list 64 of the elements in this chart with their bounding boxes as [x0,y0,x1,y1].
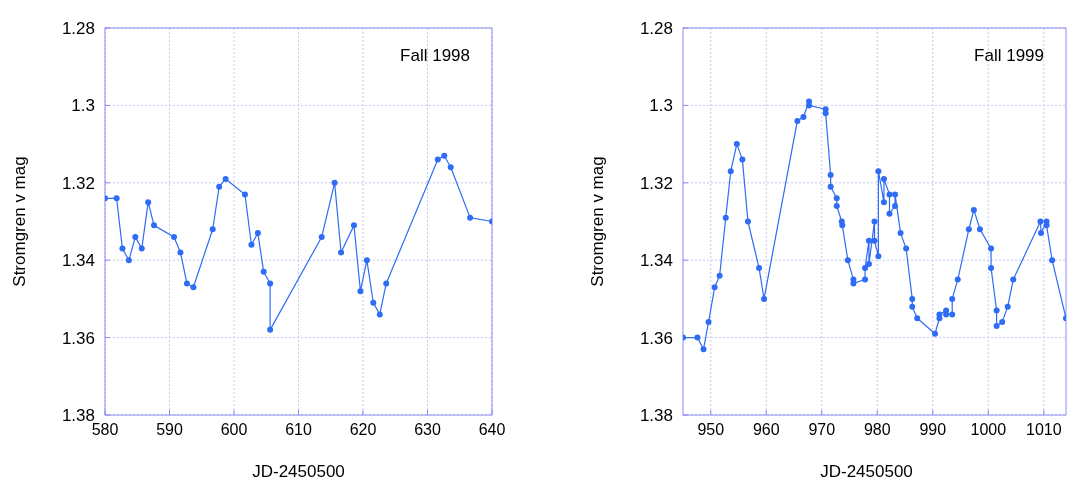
point [357,288,364,295]
point [434,156,441,163]
y-tick-label: 1.32 [639,173,673,193]
point [363,257,370,264]
y-axis-title: Stromgren v mag [10,156,29,287]
point [331,179,338,186]
y-tick-label: 1.28 [639,18,673,38]
point [183,280,190,287]
y-tick-label: 1.32 [61,173,95,193]
point [190,284,197,291]
point [138,245,145,252]
x-tick-label: 960 [752,421,780,438]
x-tick-label: 640 [478,421,506,438]
point [125,257,132,264]
y-tick-label: 1.36 [61,328,95,348]
x-tick-label: 1000 [970,421,1007,438]
point [254,230,261,237]
point [318,233,325,240]
point [222,175,229,182]
y-tick-label: 1.36 [639,328,673,348]
point [241,191,248,198]
x-tick-label: 630 [414,421,441,438]
point [260,268,267,275]
x-tick-label: 970 [808,421,836,438]
point [376,311,383,318]
x-tick-label: 1010 [1026,421,1062,438]
point [267,326,274,333]
point [113,195,120,202]
point [171,233,178,240]
point [338,249,345,256]
x-tick-label: 950 [697,421,725,438]
x-tick-label: 610 [285,421,312,438]
y-tick-label: 1.28 [61,18,95,38]
point [216,183,223,190]
x-axis-title: JD-2450500 [820,462,913,481]
point [350,222,357,229]
y-tick-label: 1.34 [61,251,95,271]
y-tick-label: 1.3 [71,96,95,116]
point [145,199,152,206]
x-tick-label: 580 [91,421,119,438]
point [248,241,255,248]
point [119,245,126,252]
x-tick-label: 620 [349,421,377,438]
x-axis-title: JD-2450500 [252,462,345,481]
y-axis-title: Stromgren v mag [588,156,607,287]
x-tick-label: 600 [220,421,248,438]
x-tick-label: 990 [919,421,947,438]
y-tick-label: 1.38 [639,405,673,425]
point [447,164,454,171]
point [151,222,158,229]
point [209,226,216,233]
text: Fall 1998 [400,46,470,65]
y-tick-label: 1.34 [639,251,673,271]
x-tick-label: 980 [863,421,891,438]
point [132,233,139,240]
text: Fall 1999 [974,46,1044,65]
x-tick-label: 590 [156,421,183,438]
y-tick-label: 1.3 [649,96,673,116]
point [467,214,474,221]
point [441,152,448,159]
point [267,280,274,287]
point [370,299,377,306]
point [383,280,390,287]
point [177,249,184,256]
